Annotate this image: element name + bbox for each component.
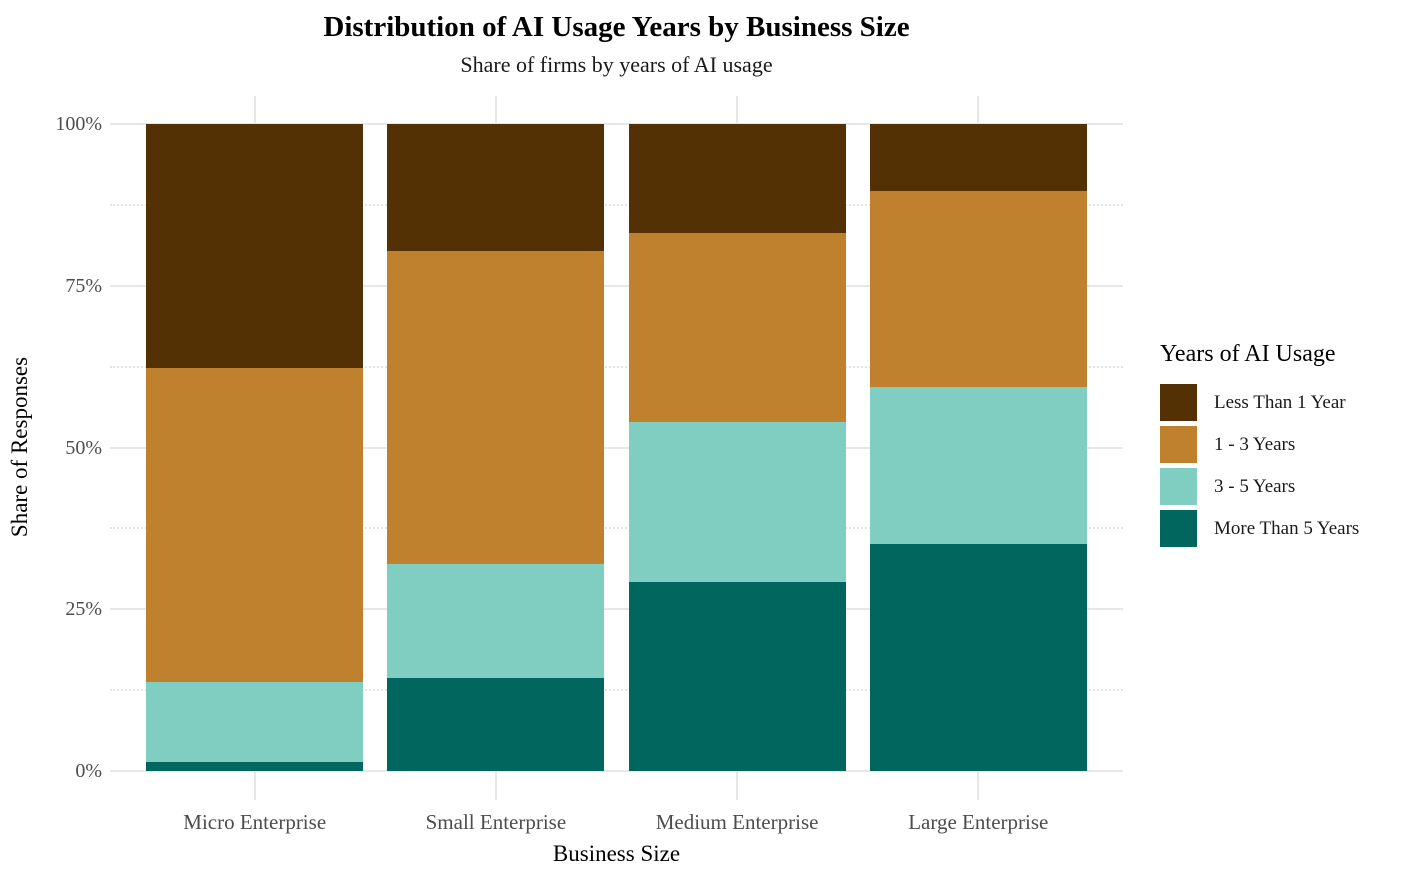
gridline-major-75 [110,284,1123,287]
x-axis-title: Business Size [552,841,681,866]
y-tick-label-25: 25% [65,598,102,621]
gridline-minor-87.5 [110,203,1123,206]
bar-segment-medium-enterprise--1-3-years [628,232,846,422]
y-tick-label-100: 100% [55,113,102,135]
legend: Years of AI Usage Less Than 1 Year 1 - 3 … [1160,341,1410,552]
legend-label-more-than-5-years: More Than 5 Years [1214,517,1360,539]
bar-segment-large-enterprise--more-than-5-years [869,543,1087,771]
y-tick-label-0: 0% [75,760,102,782]
legend-title: Years of AI Usage [1160,341,1336,367]
bar-segment-small-enterprise--less-than-1-year [387,124,605,252]
legend-label-less-than-1-year: Less Than 1 Year [1214,391,1346,413]
bar-segment-micro-enterprise--more-than-5-years [146,761,364,771]
y-tick-label-50: 50% [65,436,102,459]
legend-item-more-than-5-years: More Than 5 Years [1160,510,1410,547]
bar-segment-small-enterprise--3-5-years [387,563,605,679]
plot-panel [110,96,1123,800]
bar-segment-medium-enterprise--3-5-years [628,421,846,583]
bar-segment-medium-enterprise--less-than-1-year [628,124,846,233]
gridline-minor-37.5 [110,527,1123,530]
bar-segment-micro-enterprise--less-than-1-year [146,124,364,368]
y-tick-label-75: 75% [65,274,102,297]
legend-swatch-more-than-5-years [1160,510,1197,547]
chart-subtitle: Share of firms by years of AI usage [460,52,773,77]
bar-segment-micro-enterprise--1-3-years [146,367,364,683]
legend-swatch-3-5-years [1160,468,1197,505]
legend-item-less-than-1-year: Less Than 1 Year [1160,384,1410,421]
chart-title: Distribution of AI Usage Years by Busine… [323,11,910,43]
gridline-major-50 [110,446,1123,449]
legend-items: Less Than 1 Year 1 - 3 Years 3 - 5 Years Mo… [1160,384,1410,547]
bar-segment-small-enterprise--more-than-5-years [387,678,605,771]
x-tick-label-micro-enterprise: Micro Enterprise [183,810,327,834]
legend-item-1-3-years: 1 - 3 Years [1160,426,1410,463]
gridline-minor-62.5 [110,365,1123,368]
x-tick-label-small-enterprise: Small Enterprise [425,810,567,834]
gridline-major-0 [110,770,1123,772]
bar-segment-large-enterprise--1-3-years [869,191,1087,387]
legend-label-3-5-years: 3 - 5 Years [1214,475,1296,497]
legend-swatch-1-3-years [1160,426,1197,463]
bar-segment-small-enterprise--1-3-years [387,251,605,564]
gridline-major-100 [110,123,1123,125]
bar-segment-large-enterprise--3-5-years [869,386,1087,544]
bar-segment-medium-enterprise--more-than-5-years [628,582,846,771]
bar-segment-micro-enterprise--3-5-years [146,682,364,762]
gridline-minor-12.5 [110,689,1123,692]
x-tick-label-medium-enterprise: Medium Enterprise [655,810,819,834]
bar-segment-large-enterprise--less-than-1-year [869,124,1087,192]
legend-label-1-3-years: 1 - 3 Years [1214,433,1296,455]
x-tick-label-large-enterprise: Large Enterprise [908,810,1049,834]
legend-swatch-less-than-1-year [1160,384,1197,421]
legend-item-3-5-years: 3 - 5 Years [1160,468,1410,505]
gridline-major-25 [110,608,1123,611]
